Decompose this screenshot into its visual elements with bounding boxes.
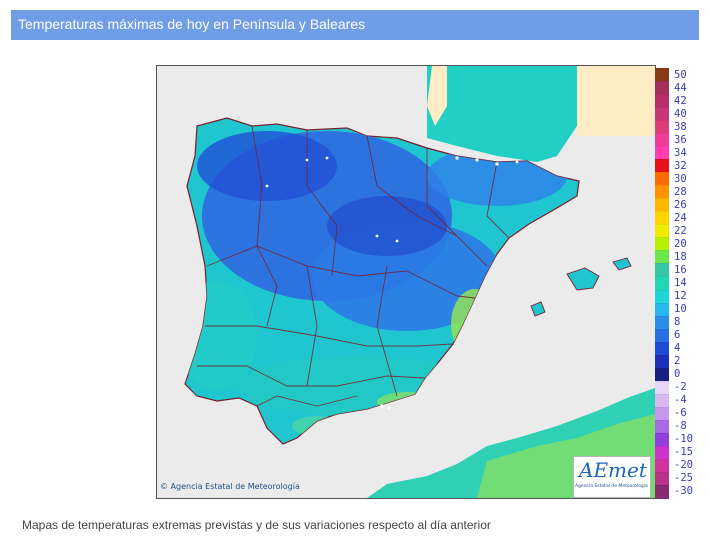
legend-swatch xyxy=(655,471,669,486)
legend-swatch xyxy=(655,107,669,122)
atlantic-coast-fr xyxy=(427,66,447,126)
legend-swatch xyxy=(655,81,669,96)
legend-label: -4 xyxy=(674,394,687,407)
legend-swatch xyxy=(655,146,669,161)
legend-label: 8 xyxy=(674,316,681,329)
page-title: Temperaturas máximas de hoy en Península… xyxy=(18,16,366,32)
legend-label: 32 xyxy=(674,159,687,172)
legend-label: 40 xyxy=(674,107,687,120)
legend-label: -20 xyxy=(674,459,693,472)
legend-swatch xyxy=(655,185,669,200)
iberian-peninsula xyxy=(184,117,580,445)
legend-swatch xyxy=(655,432,669,447)
aemet-logo: AEmet Agencia Estatal de Meteorología xyxy=(573,456,651,498)
legend-label: 0 xyxy=(674,368,681,381)
logo-subtitle: Agencia Estatal de Meteorología xyxy=(575,484,648,489)
legend-swatch xyxy=(655,354,669,369)
legend-label: 44 xyxy=(674,81,687,94)
legend-swatch xyxy=(655,133,669,148)
legend-swatch xyxy=(655,211,669,226)
legend-swatch xyxy=(655,393,669,408)
temperature-legend: 50 44 42 40 38 36 34 32 30 28 26 24 22 20 18 16 14 12 10 8 6… xyxy=(655,68,709,499)
legend-swatch xyxy=(655,276,669,291)
logo-wordmark: AEmet xyxy=(579,458,647,482)
legend-swatch xyxy=(655,120,669,135)
legend-swatch xyxy=(655,380,669,395)
legend-label: -10 xyxy=(674,433,693,446)
legend-swatch xyxy=(655,315,669,330)
balearic-islands xyxy=(530,257,632,317)
legend-label: 2 xyxy=(674,355,681,368)
legend-swatch xyxy=(655,172,669,187)
legend-label: 28 xyxy=(674,185,687,198)
legend-label: 6 xyxy=(674,329,681,342)
legend-swatch xyxy=(655,94,669,109)
legend-label: 50 xyxy=(674,68,687,81)
legend-swatch xyxy=(655,198,669,213)
legend-swatch xyxy=(655,341,669,356)
legend-label: 18 xyxy=(674,250,687,263)
legend-label: 14 xyxy=(674,277,687,289)
legend-label: 26 xyxy=(674,198,687,211)
southern-france-land xyxy=(427,66,577,162)
legend-label: 12 xyxy=(674,290,687,303)
legend-label: 36 xyxy=(674,133,687,146)
legend-swatch xyxy=(655,458,669,473)
snow-peaks xyxy=(265,156,519,410)
legend-swatch xyxy=(655,250,669,265)
legend-label: 10 xyxy=(674,303,687,316)
legend-label: 30 xyxy=(674,172,687,185)
title-bar: Temperaturas máximas de hoy en Península… xyxy=(11,10,699,40)
legend-label: -6 xyxy=(674,407,687,420)
legend-swatch xyxy=(655,289,669,304)
legend-swatch xyxy=(655,328,669,343)
legend-label: 38 xyxy=(674,120,687,133)
legend-label: -30 xyxy=(674,485,693,498)
legend-label: -25 xyxy=(674,472,693,485)
legend-swatch xyxy=(655,263,669,278)
legend-label: 16 xyxy=(674,263,687,276)
france-area xyxy=(577,66,655,136)
legend-swatch xyxy=(655,159,669,174)
legend-label: -2 xyxy=(674,381,687,394)
legend-label: 24 xyxy=(674,211,687,224)
legend-swatch xyxy=(655,367,669,382)
legend-label: 20 xyxy=(674,237,687,250)
copyright-text: © Agencia Estatal de Meteorología xyxy=(160,482,300,491)
legend-swatch xyxy=(655,484,669,499)
legend-swatch xyxy=(655,406,669,421)
legend-label: 42 xyxy=(674,94,687,107)
footer-caption: Mapas de temperaturas extremas previstas… xyxy=(22,518,491,532)
temperature-map: © Agencia Estatal de Meteorología AEmet … xyxy=(156,65,656,499)
legend-label: -8 xyxy=(674,420,687,433)
legend-label: 4 xyxy=(674,342,681,355)
map-canvas: © Agencia Estatal de Meteorología AEmet … xyxy=(160,66,655,498)
legend-label: -15 xyxy=(674,446,693,459)
legend-swatch xyxy=(655,419,669,434)
legend-label: 34 xyxy=(674,146,687,159)
legend-swatch xyxy=(655,445,669,460)
legend-swatch xyxy=(655,68,669,83)
legend-swatch xyxy=(655,237,669,252)
legend-label: 22 xyxy=(674,224,687,237)
legend-swatch xyxy=(655,302,669,317)
legend-swatch xyxy=(655,224,669,239)
